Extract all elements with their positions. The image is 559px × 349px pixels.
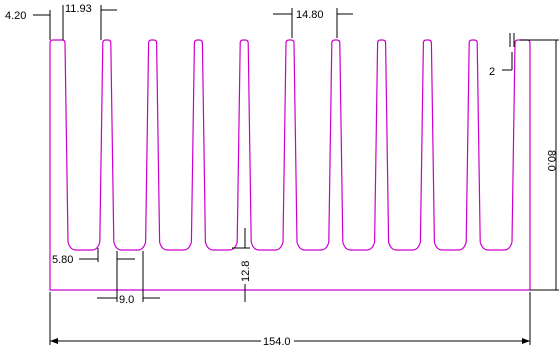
dim-label-fin-gap-bottom: 9.0 (119, 294, 134, 306)
dim-label-fin-tip-radius: 2 (489, 66, 495, 78)
dim-fin-width-top: 11.93 (62, 3, 117, 40)
dim-fin-gap-bottom: 9.0 (97, 251, 160, 306)
dim-label-total-width: 154.0 (263, 336, 291, 348)
dim-arrowhead (522, 338, 530, 344)
dim-label-fin-pitch: 14.80 (296, 9, 324, 21)
dim-arrowhead (50, 338, 58, 344)
heatsink-profile-outline (49, 39, 531, 291)
dim-label-top-edge-offset: 4.20 (5, 10, 26, 22)
dim-label-root-chamfer: 5.80 (52, 254, 73, 266)
dim-total-height: 80.0 (520, 39, 559, 291)
dim-label-base-thickness: 12.8 (240, 261, 252, 282)
dim-fin-tip-radius: 2 (489, 33, 515, 78)
dim-total-width: 154.0 (49, 292, 531, 348)
dim-label-total-height: 80.0 (545, 150, 557, 171)
dim-top-edge-offset: 4.20 (5, 10, 51, 40)
dim-base-thickness: 12.8 (232, 228, 252, 302)
dim-fin-pitch: 14.80 (273, 8, 353, 38)
dim-root-chamfer: 5.80 (52, 248, 99, 266)
dim-label-fin-width-top: 11.93 (65, 3, 92, 15)
